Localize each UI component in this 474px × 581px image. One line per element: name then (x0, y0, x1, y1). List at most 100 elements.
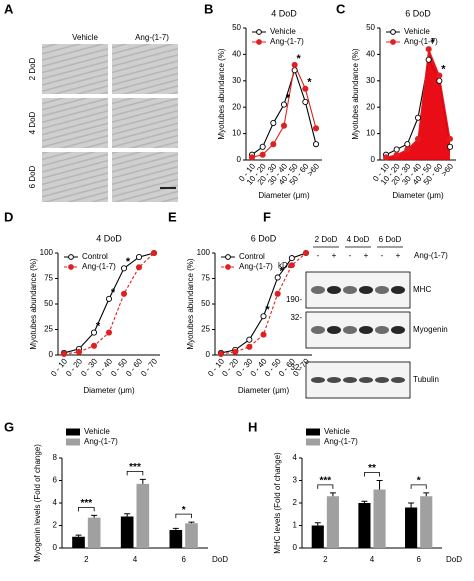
x-tick-label: 6 (416, 555, 421, 564)
blot-band (327, 326, 341, 334)
data-point (90, 342, 98, 349)
y-tick-label: 50 (44, 299, 53, 308)
data-point (246, 336, 253, 343)
blot-band (327, 377, 341, 383)
bar (326, 496, 339, 548)
y-axis-label: Myogenin levels (Fold of change) (33, 444, 42, 562)
panel-letter: B (204, 1, 213, 16)
treatment-sign: + (396, 251, 401, 260)
bar (311, 525, 324, 548)
marker-label: 32- (290, 363, 302, 372)
series-area (386, 49, 450, 161)
blot-band (359, 377, 373, 383)
data-point (246, 343, 253, 350)
blot-band (375, 326, 389, 334)
data-point (291, 67, 298, 74)
y-tick-label: 1 (293, 521, 298, 530)
significance-bracket (126, 470, 144, 476)
y-tick-label: 2 (293, 498, 298, 507)
x-tick-label: >60 (306, 161, 322, 178)
blot-band (311, 377, 325, 383)
micrograph (42, 152, 108, 202)
significance: * (431, 37, 436, 49)
data-point (288, 262, 295, 269)
y-axis-label: MHC levels (Fold of change) (273, 452, 282, 554)
data-point (425, 56, 432, 63)
y-axis-label: Myotubes abundance (%) (29, 258, 38, 350)
x-axis-label: Diameter (μm) (258, 191, 310, 200)
error-bar (361, 500, 368, 503)
y-tick-label: 8 (53, 453, 58, 462)
blot-band (343, 326, 357, 334)
bar (185, 523, 198, 548)
data-point (260, 331, 267, 338)
bar (358, 503, 371, 548)
treatment-sign: - (349, 251, 352, 260)
data-point (280, 101, 288, 108)
error-bar (75, 534, 82, 537)
micrograph (112, 98, 178, 148)
y-tick-label: 4 (53, 498, 58, 507)
y-tick-label: 20 (366, 102, 375, 111)
protein-label: MHC (413, 285, 431, 294)
marker-label: 190- (286, 295, 302, 304)
data-point (232, 348, 239, 355)
treatment-label: Ang-(1-7) (414, 251, 448, 260)
data-point (302, 85, 309, 92)
y-tick-label: 75 (44, 274, 53, 283)
bar (169, 530, 183, 548)
legend-label: Ang-(1-7) (84, 437, 118, 446)
legend-swatch (66, 438, 80, 446)
data-point (135, 254, 143, 261)
column-label: Ang-(1-7) (135, 33, 169, 42)
x-tick-label: 2 (84, 555, 89, 564)
error-bar (376, 480, 383, 490)
significance: * (286, 92, 291, 104)
legend-swatch (306, 438, 320, 446)
x-axis-label: DoD (446, 555, 462, 564)
micrograph (112, 152, 178, 202)
data-point (248, 154, 256, 161)
y-tick-label: 0 (49, 350, 54, 359)
x-tick-label: 4 (133, 555, 138, 564)
data-point (393, 151, 400, 158)
significance: * (297, 53, 302, 65)
legend-marker (225, 254, 231, 260)
blot-band (311, 326, 325, 334)
chart-title: 4 DoD (271, 8, 297, 18)
data-point (312, 125, 320, 132)
blot-band (343, 286, 357, 294)
y-tick-label: 100 (40, 248, 54, 257)
y-tick-label: 0 (371, 155, 376, 164)
significance: * (111, 287, 116, 299)
error-bar (408, 502, 415, 508)
blot-band (359, 286, 373, 294)
y-tick-label: 25 (44, 325, 53, 334)
y-tick-label: 4 (293, 453, 298, 462)
x-axis-label: DoD (212, 555, 228, 564)
significance: *** (319, 476, 331, 487)
protein-label: Tubulin (413, 375, 439, 384)
data-point (120, 265, 128, 272)
legend-label: Vehicle (404, 27, 430, 36)
legend-label: Ang-(1-7) (239, 262, 273, 271)
legend-label: Vehicle (324, 427, 350, 436)
data-point (150, 249, 158, 257)
significance: * (280, 265, 285, 277)
x-tick-label: 0 - 70 (139, 356, 159, 378)
y-tick-label: 25 (201, 325, 210, 334)
blot-band (327, 286, 341, 294)
data-point (302, 249, 310, 257)
bar (420, 496, 433, 548)
panel-letter: F (263, 209, 271, 224)
legend-label: Ang-(1-7) (82, 262, 116, 271)
significance: * (96, 320, 101, 332)
blot-band (391, 326, 405, 334)
blot-band (391, 286, 405, 294)
bar (72, 536, 85, 548)
data-point (274, 290, 281, 297)
x-tick-label: 2 (323, 555, 328, 564)
y-tick-label: 6 (53, 476, 58, 485)
significance: ** (368, 463, 376, 474)
blot-band (343, 377, 357, 383)
